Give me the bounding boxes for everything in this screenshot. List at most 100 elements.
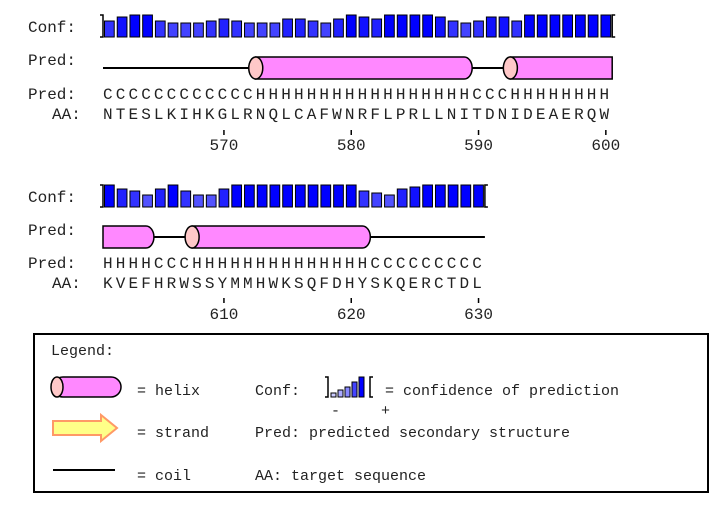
confidence-bar	[167, 22, 179, 38]
pred-sequence-1: CCCCCCCCCCCCHHHHHHHHHHHHHHHHHCCCHHHHHHHH	[103, 86, 613, 104]
helix-cylinder	[502, 56, 613, 80]
legend-symbols	[50, 376, 373, 471]
legend-helix-text: = helix	[137, 383, 201, 400]
legend-strand-text: = strand	[137, 425, 210, 442]
confidence-bar	[600, 14, 612, 38]
confidence-bar	[282, 18, 293, 38]
confidence-bar	[154, 20, 166, 38]
confidence-bar	[371, 18, 383, 38]
pred-track-label-2: Pred:	[28, 222, 77, 240]
helix-cylinder	[248, 56, 473, 80]
confidence-bar	[244, 22, 255, 38]
confidence-bar	[256, 22, 268, 38]
confidence-bar	[269, 184, 281, 208]
confidence-bar	[358, 190, 370, 208]
confidence-bar	[307, 20, 319, 38]
confidence-bar	[384, 194, 395, 208]
strand-arrow-icon	[52, 412, 119, 444]
confidence-bar	[294, 18, 306, 38]
legend-pred-desc: Pred: predicted secondary structure	[255, 425, 571, 442]
confidence-bar	[333, 18, 344, 38]
legend-title: Legend:	[51, 343, 115, 360]
confidence-bar	[116, 16, 128, 38]
confidence-bar	[104, 184, 115, 208]
confidence-bar	[396, 188, 408, 208]
confidence-bar	[269, 22, 281, 38]
confidence-bar	[129, 14, 141, 38]
confidence-bar	[218, 18, 230, 38]
helix-icon	[50, 376, 122, 398]
confidence-bar	[384, 14, 395, 38]
prediction-diagram	[100, 14, 616, 303]
confidence-bar	[447, 20, 459, 38]
confidence-bar	[307, 184, 319, 208]
confidence-bar	[434, 184, 446, 208]
residue-number: 590	[464, 137, 493, 155]
confidence-bar	[562, 14, 574, 38]
confidence-bar	[231, 184, 243, 208]
confidence-bar	[205, 20, 217, 38]
conf-label-1: Conf:	[28, 19, 77, 37]
confidence-bar	[498, 16, 510, 38]
confidence-bar	[485, 16, 497, 38]
residue-number: 600	[591, 137, 621, 155]
confidence-bar	[193, 194, 204, 208]
confidence-bar	[320, 22, 332, 38]
legend-coil-text: = coil	[137, 468, 192, 485]
confidence-bar	[154, 188, 166, 208]
conf-bracket-left	[100, 184, 104, 208]
confidence-bar	[142, 194, 153, 208]
confidence-bar	[231, 20, 243, 38]
confidence-bar	[142, 14, 153, 38]
confidence-bar	[473, 20, 484, 38]
pred-sequence-2: HHHHCCCHHHHHHHHHHHHHHCCCCCCCCC	[103, 255, 485, 273]
confidence-bar	[371, 192, 383, 208]
legend-conf-label: Conf:	[255, 383, 301, 400]
confidence-scale-icon	[325, 376, 373, 398]
confidence-bar	[575, 14, 586, 38]
conf-bracket-right	[484, 184, 488, 208]
confidence-bar	[294, 184, 306, 208]
residue-number: 620	[336, 306, 366, 324]
pred-label-2: Pred:	[28, 255, 77, 273]
aa-sequence-2: KVEFHRWSSYMMHWKSQFDHYSKQERCTDL	[103, 275, 485, 293]
confidence-bar	[422, 184, 433, 208]
pred-track-label-1: Pred:	[28, 52, 77, 70]
legend-aa-desc: AA: target sequence	[255, 468, 427, 485]
confidence-bar	[409, 14, 421, 38]
confidence-bar	[524, 14, 535, 38]
confidence-bar	[447, 184, 459, 208]
legend-box: Legend: = helix Conf: = confidence of pr…	[33, 333, 709, 493]
pred-label-1: Pred:	[28, 86, 77, 104]
aa-sequence-1: NTESLKIHKGLRNQLCAFWNRFLPRLLNITDNIDEAERQW	[103, 106, 613, 124]
conf-bracket-left	[100, 14, 104, 38]
confidence-bar	[244, 184, 255, 208]
conf-label-2: Conf:	[28, 189, 77, 207]
confidence-bar	[282, 184, 293, 208]
confidence-bar	[345, 184, 357, 208]
confidence-bar	[396, 14, 408, 38]
residue-number: 610	[209, 306, 239, 324]
legend-minus: -	[331, 403, 341, 420]
confidence-bar	[167, 184, 179, 208]
confidence-bar	[587, 14, 599, 38]
confidence-bar	[193, 22, 204, 38]
residue-number: 630	[464, 306, 493, 324]
confidence-bar	[116, 188, 128, 208]
confidence-bar	[460, 184, 472, 208]
confidence-bar	[549, 14, 561, 38]
conf-bracket-right	[611, 14, 616, 38]
confidence-bar	[460, 22, 472, 38]
confidence-bar	[104, 20, 115, 38]
confidence-bar	[205, 194, 217, 208]
confidence-bar	[422, 14, 433, 38]
confidence-bar	[256, 184, 268, 208]
confidence-bar	[409, 186, 421, 208]
confidence-bar	[218, 188, 230, 208]
confidence-bar	[180, 22, 192, 38]
confidence-bar	[536, 14, 548, 38]
confidence-bar	[333, 184, 344, 208]
confidence-bar	[358, 16, 370, 38]
confidence-bar	[320, 184, 332, 208]
confidence-bar	[511, 20, 523, 38]
